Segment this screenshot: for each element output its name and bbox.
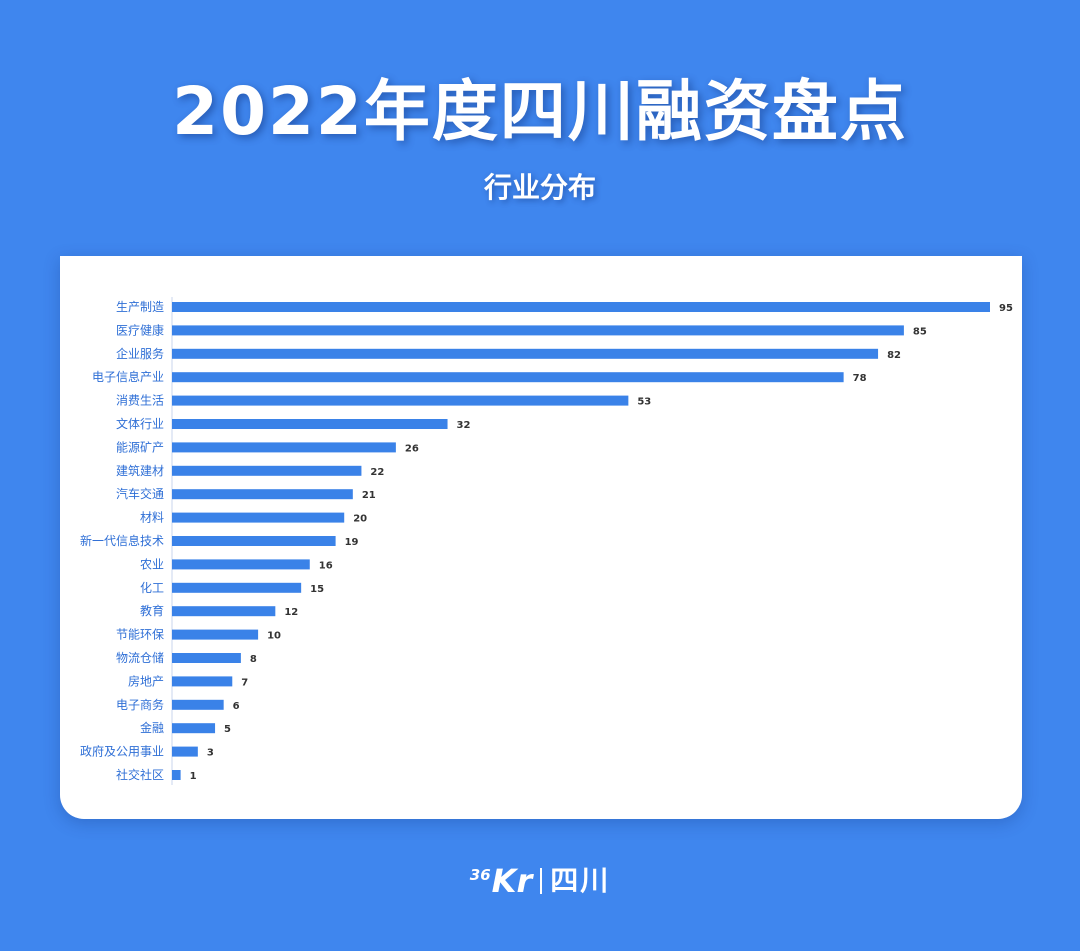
- data-label: 26: [405, 443, 419, 454]
- bar: [172, 723, 216, 734]
- bar: [172, 419, 448, 429]
- category-label: 汽车交通: [116, 486, 164, 501]
- category-label: 节能环保: [116, 628, 164, 642]
- chart-card: 生产制造 95 医疗健康 85 企业服务 82 电子信息产业 78 消费生活 53 文体行业 32 能源…: [60, 256, 1022, 819]
- data-label: 8: [250, 654, 257, 665]
- bar: [172, 536, 336, 546]
- data-label: 20: [353, 514, 367, 525]
- category-label: 文体行业: [116, 416, 164, 431]
- bar: [172, 465, 362, 476]
- category-label: 消费生活: [116, 394, 164, 408]
- bar: [172, 559, 310, 570]
- bar: [172, 372, 844, 383]
- data-label: 6: [233, 701, 240, 712]
- logo-superscript: 36: [469, 866, 491, 884]
- data-label: 95: [999, 303, 1013, 314]
- bar: [172, 325, 904, 336]
- page-subtitle: 行业分布: [483, 171, 596, 204]
- page-title: 2022年度四川融资盘点: [172, 73, 908, 150]
- data-label: 85: [913, 326, 927, 337]
- category-label: 新一代信息技术: [80, 533, 164, 548]
- category-label: 物流仓储: [116, 650, 164, 665]
- category-label: 金融: [140, 720, 164, 735]
- category-label: 生产制造: [116, 300, 164, 314]
- bar: [172, 699, 224, 710]
- category-label: 建筑建材: [116, 463, 164, 478]
- data-label: 21: [362, 490, 376, 501]
- data-label: 82: [887, 350, 901, 361]
- logo-divider: [540, 868, 543, 894]
- bar: [172, 629, 259, 640]
- data-label: 7: [241, 677, 248, 688]
- data-label: 5: [224, 724, 231, 735]
- bar: [172, 489, 353, 500]
- category-label: 材料: [140, 511, 164, 525]
- bar: [172, 512, 345, 523]
- brand-logo: 36 Kr: [470, 864, 532, 898]
- category-label: 政府及公用事业: [80, 744, 164, 759]
- data-label: 12: [284, 607, 298, 618]
- bar: [172, 302, 990, 312]
- category-label: 电子信息产业: [92, 369, 164, 384]
- category-label: 房地产: [128, 673, 164, 688]
- footer-logo: 36 Kr 四川: [0, 864, 1080, 898]
- data-label: 22: [370, 467, 384, 478]
- data-label: 53: [637, 397, 651, 408]
- category-label: 企业服务: [116, 346, 164, 361]
- bar: [172, 653, 241, 663]
- bar: [172, 442, 396, 453]
- category-label: 农业: [140, 557, 164, 571]
- category-label: 电子商务: [116, 697, 164, 712]
- bar: [172, 770, 181, 780]
- data-label: 1: [190, 771, 197, 782]
- data-label: 15: [310, 584, 324, 595]
- data-label: 19: [345, 537, 359, 548]
- category-label: 化工: [140, 581, 164, 595]
- bar: [172, 746, 198, 757]
- data-label: 10: [267, 631, 281, 642]
- data-label: 16: [319, 560, 333, 571]
- bar: [172, 676, 233, 687]
- bar: [172, 395, 629, 406]
- bar: [172, 582, 302, 593]
- category-label: 社交社区: [116, 767, 164, 782]
- data-label: 3: [207, 748, 214, 759]
- data-label: 78: [853, 373, 867, 384]
- bar: [172, 606, 276, 617]
- bar: [172, 348, 879, 359]
- logo-city: 四川: [550, 864, 611, 897]
- category-label: 教育: [140, 603, 164, 618]
- category-label: 能源矿产: [116, 440, 164, 454]
- logo-main: Kr: [491, 862, 533, 900]
- data-label: 32: [457, 420, 471, 431]
- category-label: 医疗健康: [116, 322, 164, 337]
